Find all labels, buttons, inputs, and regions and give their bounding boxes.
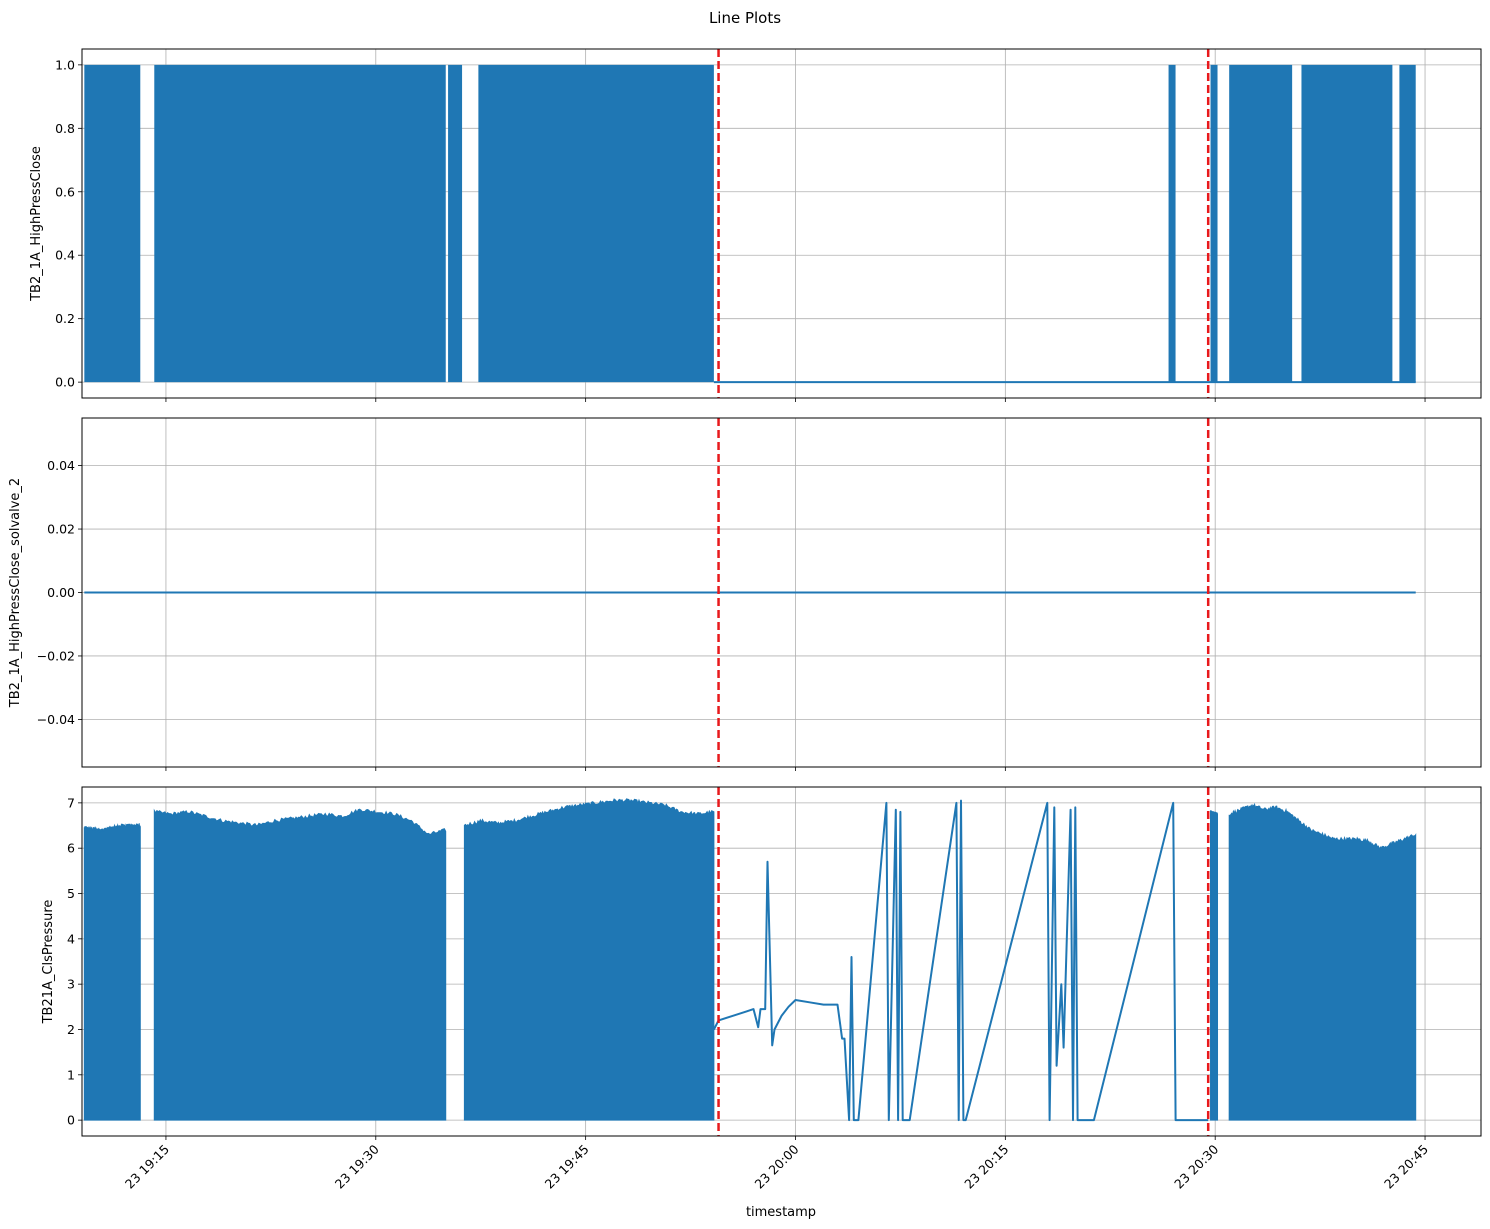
- y-tick-label: 2: [67, 1022, 75, 1037]
- y-tick-label: 1: [67, 1067, 75, 1082]
- x-axis-label: timestamp: [746, 1205, 816, 1220]
- y-tick-label: 4: [67, 931, 75, 946]
- y-tick-labels: −0.04 −0.02 0.00 0.02 0.04: [37, 458, 75, 727]
- y-tick-labels: 0.0 0.2 0.4 0.6 0.8 1.0: [55, 57, 75, 389]
- dense-toggle-region: [1399, 64, 1416, 383]
- event-lines: [717, 787, 1210, 1136]
- axes-border: [81, 48, 1482, 399]
- axes-border: [81, 417, 1482, 768]
- x-tick-label: 23 20:15: [961, 1142, 1011, 1192]
- x-tick-label: 23 19:15: [122, 1142, 172, 1192]
- dense-pressure-region: [1228, 802, 1417, 1121]
- y-tick-label: 7: [67, 795, 75, 810]
- sparse-pressure-trace: [713, 799, 1209, 1122]
- y-tick-label: 3: [67, 977, 75, 992]
- y-tick-label: 0.04: [47, 458, 75, 473]
- dense-pressure-region: [463, 798, 715, 1121]
- y-tick-label: 0.0: [55, 375, 75, 390]
- x-tick-label: 23 20:45: [1381, 1142, 1431, 1192]
- y-tick-label: 0.8: [55, 121, 75, 136]
- y-tick-label: 0.00: [47, 585, 75, 600]
- dense-pressure-region: [83, 823, 141, 1121]
- x-tick-labels: 23 19:15 23 19:30 23 19:45 23 20:00 23 20:15…: [122, 1141, 1431, 1191]
- y-tick-label: 0: [67, 1113, 75, 1128]
- y-tick-label: 6: [67, 841, 75, 856]
- dense-toggle-region: [448, 64, 463, 383]
- y-axis-label: TB2_1A_HighPressClose_solvalve_2: [8, 478, 23, 708]
- y-tick-label: 0.02: [47, 522, 75, 537]
- panel-solvalve: −0.04 −0.02 0.00 0.02 0.04 TB2_1A_HighPressC…: [8, 417, 1482, 771]
- series-line: [83, 798, 1417, 1122]
- chart-title: Line Plots: [709, 9, 781, 27]
- dense-toggle-region: [1168, 64, 1176, 383]
- y-tick-label: 0.2: [55, 311, 75, 326]
- dense-pressure-region: [1210, 810, 1219, 1121]
- y-tick-label: 5: [67, 886, 75, 901]
- x-tick-label: 23 20:00: [751, 1141, 801, 1191]
- y-tick-labels: 0 1 2 3 4 5 6 7: [67, 795, 75, 1127]
- y-tick-label: −0.02: [37, 648, 75, 663]
- event-lines: [717, 49, 1210, 398]
- dense-pressure-region: [153, 808, 447, 1121]
- dense-toggle-region: [1301, 64, 1393, 383]
- axes-border: [81, 786, 1482, 1137]
- y-tick-label: 0.4: [55, 248, 75, 263]
- y-axis-label: TB21A_ClsPressure: [41, 900, 56, 1025]
- dense-toggle-region: [84, 64, 141, 383]
- x-tick-label: 23 19:45: [542, 1142, 592, 1192]
- dense-toggle-region: [1210, 64, 1218, 383]
- event-lines: [717, 418, 1210, 767]
- dense-toggle-region: [154, 64, 446, 383]
- y-tick-label: 1.0: [55, 57, 75, 72]
- x-tick-label: 23 19:30: [332, 1141, 382, 1191]
- x-tick-label: 23 20:30: [1171, 1141, 1221, 1191]
- panel-highpressclose: 0.0 0.2 0.4 0.6 0.8 1.0 TB2_1A_HighPressClose: [29, 48, 1482, 402]
- axes-frame: [78, 417, 1482, 771]
- dense-toggle-region: [1229, 64, 1293, 383]
- dense-toggle-region: [478, 64, 714, 383]
- y-tick-label: 0.6: [55, 184, 75, 199]
- axes-frame: [78, 786, 1482, 1140]
- y-tick-label: −0.04: [37, 712, 75, 727]
- y-axis-label: TB2_1A_HighPressClose: [29, 146, 44, 302]
- series-line: [84, 64, 1416, 384]
- axes-frame: [78, 48, 1482, 402]
- panel-clspressure: 0 1 2 3 4 5 6 7 TB21A_ClsPressure: [41, 786, 1482, 1140]
